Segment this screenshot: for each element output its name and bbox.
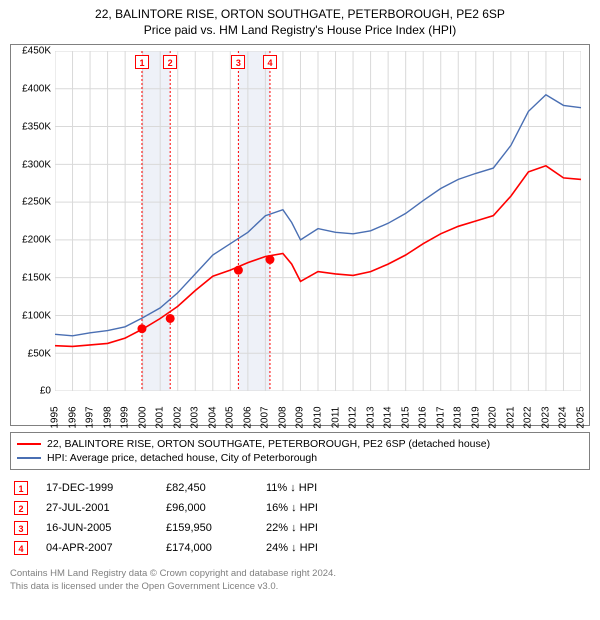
footer: Contains HM Land Registry data © Crown c… bbox=[10, 568, 590, 593]
chart-sale-badge: 2 bbox=[163, 55, 177, 69]
x-axis: 1995199619971998199920002001200220032004… bbox=[55, 393, 581, 425]
y-tick-label: £50K bbox=[28, 348, 51, 359]
y-tick-label: £450K bbox=[22, 46, 51, 57]
sale-diff: 22% ↓ HPI bbox=[266, 522, 366, 534]
sale-badge: 3 bbox=[14, 521, 28, 535]
plot-svg bbox=[55, 51, 581, 391]
sale-date: 27-JUL-2001 bbox=[46, 502, 166, 514]
title-subtitle: Price paid vs. HM Land Registry's House … bbox=[10, 22, 590, 38]
sale-date: 04-APR-2007 bbox=[46, 542, 166, 554]
x-tick-label: 2004 bbox=[207, 407, 218, 429]
x-tick-label: 2014 bbox=[383, 407, 394, 429]
sale-badge: 4 bbox=[14, 541, 28, 555]
x-tick-label: 1995 bbox=[50, 407, 61, 429]
footer-line2: This data is licensed under the Open Gov… bbox=[10, 581, 590, 593]
x-tick-label: 2000 bbox=[137, 407, 148, 429]
x-tick-label: 2003 bbox=[190, 407, 201, 429]
x-tick-label: 2017 bbox=[435, 407, 446, 429]
x-tick-label: 2021 bbox=[505, 407, 516, 429]
title-area: 22, BALINTORE RISE, ORTON SOUTHGATE, PET… bbox=[0, 0, 600, 40]
x-tick-label: 2007 bbox=[260, 407, 271, 429]
x-tick-label: 2018 bbox=[453, 407, 464, 429]
plot-area bbox=[55, 51, 581, 391]
x-tick-label: 2024 bbox=[558, 407, 569, 429]
sale-row: 3 16-JUN-2005£159,95022% ↓ HPI bbox=[10, 518, 590, 538]
sale-row: 1 17-DEC-1999£82,45011% ↓ HPI bbox=[10, 478, 590, 498]
sale-row: 2 27-JUL-2001£96,00016% ↓ HPI bbox=[10, 498, 590, 518]
sale-date: 17-DEC-1999 bbox=[46, 482, 166, 494]
x-tick-label: 2022 bbox=[523, 407, 534, 429]
chart-sale-badge: 1 bbox=[135, 55, 149, 69]
x-tick-label: 2008 bbox=[277, 407, 288, 429]
x-tick-label: 2010 bbox=[313, 407, 324, 429]
y-tick-label: £400K bbox=[22, 84, 51, 95]
legend-row: HPI: Average price, detached house, City… bbox=[17, 451, 583, 465]
y-tick-label: £150K bbox=[22, 273, 51, 284]
legend-swatch bbox=[17, 457, 41, 459]
x-tick-label: 2016 bbox=[418, 407, 429, 429]
y-tick-label: £200K bbox=[22, 235, 51, 246]
x-tick-label: 2013 bbox=[365, 407, 376, 429]
chart-sale-badge: 3 bbox=[231, 55, 245, 69]
sale-price: £96,000 bbox=[166, 502, 266, 514]
sale-price: £82,450 bbox=[166, 482, 266, 494]
y-axis: £0£50K£100K£150K£200K£250K£300K£350K£400… bbox=[11, 51, 53, 391]
sale-date: 16-JUN-2005 bbox=[46, 522, 166, 534]
x-tick-label: 2019 bbox=[470, 407, 481, 429]
y-tick-label: £300K bbox=[22, 159, 51, 170]
x-tick-label: 2002 bbox=[172, 407, 183, 429]
sale-badge: 1 bbox=[14, 481, 28, 495]
legend-text: HPI: Average price, detached house, City… bbox=[47, 452, 317, 464]
x-tick-label: 2025 bbox=[576, 407, 587, 429]
title-address: 22, BALINTORE RISE, ORTON SOUTHGATE, PET… bbox=[10, 6, 590, 22]
legend-row: 22, BALINTORE RISE, ORTON SOUTHGATE, PET… bbox=[17, 437, 583, 451]
x-tick-label: 2006 bbox=[242, 407, 253, 429]
x-tick-label: 2011 bbox=[330, 407, 341, 429]
sale-diff: 11% ↓ HPI bbox=[266, 482, 366, 494]
x-tick-label: 1998 bbox=[102, 407, 113, 429]
chart-sale-badge: 4 bbox=[263, 55, 277, 69]
x-tick-label: 2001 bbox=[155, 407, 166, 429]
x-tick-label: 2009 bbox=[295, 407, 306, 429]
x-tick-label: 1996 bbox=[67, 407, 78, 429]
sale-price: £159,950 bbox=[166, 522, 266, 534]
sales-table: 1 17-DEC-1999£82,45011% ↓ HPI 2 27-JUL-2001… bbox=[10, 478, 590, 558]
sale-diff: 24% ↓ HPI bbox=[266, 542, 366, 554]
x-tick-label: 2023 bbox=[540, 407, 551, 429]
sale-row: 4 04-APR-2007£174,00024% ↓ HPI bbox=[10, 538, 590, 558]
x-tick-label: 2015 bbox=[400, 407, 411, 429]
chart: £0 £50K £100K £150K £200K £250K £300K £350K £400… bbox=[10, 44, 590, 426]
x-tick-label: 2012 bbox=[348, 407, 359, 429]
legend-text: 22, BALINTORE RISE, ORTON SOUTHGATE, PET… bbox=[47, 438, 490, 450]
x-tick-label: 2020 bbox=[488, 407, 499, 429]
x-tick-label: 1999 bbox=[120, 407, 131, 429]
legend-swatch bbox=[17, 443, 41, 445]
y-tick-label: £100K bbox=[22, 310, 51, 321]
x-tick-label: 1997 bbox=[85, 407, 96, 429]
y-tick-label: £350K bbox=[22, 121, 51, 132]
y-tick-label: £0 bbox=[40, 386, 51, 397]
sale-diff: 16% ↓ HPI bbox=[266, 502, 366, 514]
x-tick-label: 2005 bbox=[225, 407, 236, 429]
sale-price: £174,000 bbox=[166, 542, 266, 554]
y-tick-label: £250K bbox=[22, 197, 51, 208]
legend: 22, BALINTORE RISE, ORTON SOUTHGATE, PET… bbox=[10, 432, 590, 470]
sale-badge: 2 bbox=[14, 501, 28, 515]
footer-line1: Contains HM Land Registry data © Crown c… bbox=[10, 568, 590, 580]
page: 22, BALINTORE RISE, ORTON SOUTHGATE, PET… bbox=[0, 0, 600, 620]
